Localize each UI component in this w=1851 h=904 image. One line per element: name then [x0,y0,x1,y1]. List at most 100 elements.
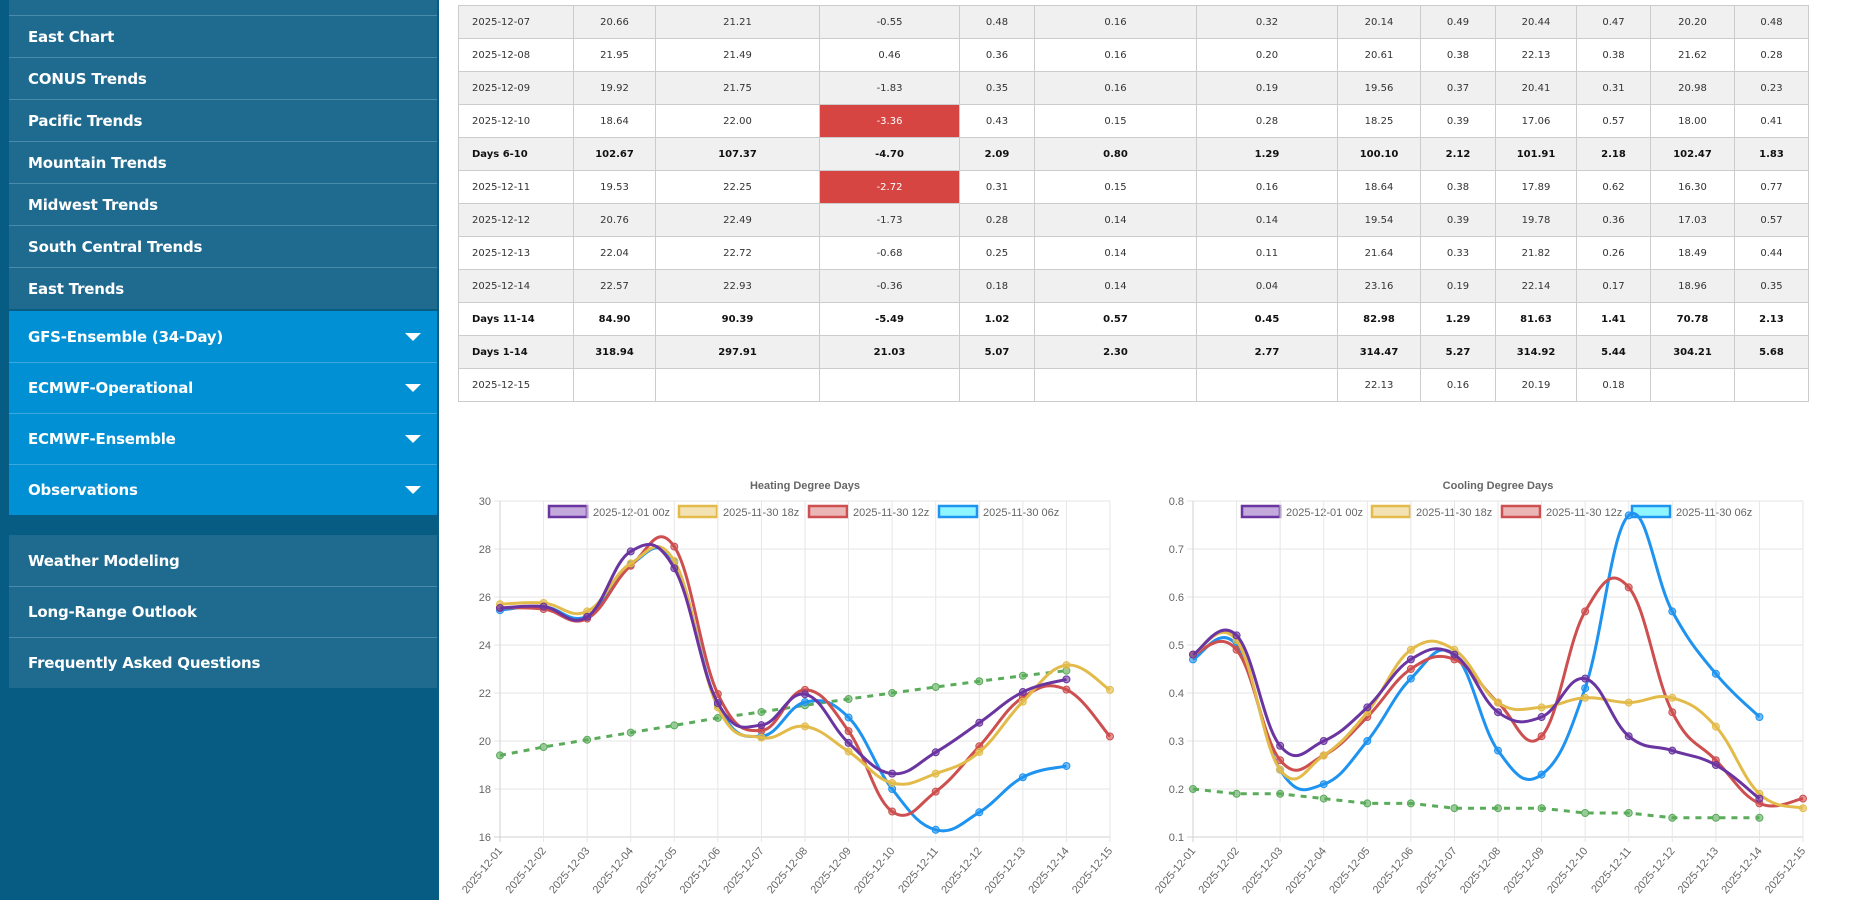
data-point[interactable] [1018,773,1027,782]
sidebar-item-long-range-outlook[interactable]: Long-Range Outlook [9,586,437,637]
data-point[interactable] [1581,674,1590,683]
legend-item[interactable]: 2025-11-30 12z [807,504,929,519]
data-point[interactable] [757,721,766,730]
data-point[interactable] [1276,789,1285,798]
data-point[interactable] [1406,799,1415,808]
sidebar-item-east-chart[interactable]: East Chart [9,15,437,57]
data-point[interactable] [844,695,853,703]
data-point[interactable] [888,769,897,778]
data-point[interactable] [713,713,722,722]
data-point[interactable] [1755,794,1764,803]
sidebar-item-previous[interactable] [9,0,437,15]
dropdown-ecmwf-ensemble[interactable]: ECMWF-Ensemble [9,413,437,464]
data-point[interactable] [1711,722,1720,731]
data-point[interactable] [1018,688,1027,697]
data-point[interactable] [713,699,722,708]
data-point[interactable] [975,808,984,817]
data-point[interactable] [757,733,766,742]
legend-item[interactable]: 2025-11-30 18z [1370,504,1492,519]
data-point[interactable] [1494,804,1502,813]
data-point[interactable] [1668,708,1677,717]
legend-item[interactable]: 2025-11-30 18z [677,504,799,519]
data-point[interactable] [1232,645,1241,654]
dropdown-gfs-ensemble[interactable]: GFS-Ensemble (34-Day) [9,311,437,362]
data-point[interactable] [757,707,766,716]
data-point[interactable] [1494,746,1502,755]
legend-item[interactable]: 2025-12-01 00z [547,504,670,519]
data-point[interactable] [844,713,853,722]
dropdown-observations[interactable]: Observations [9,464,437,515]
data-point[interactable] [1711,761,1720,769]
data-point[interactable] [496,751,504,760]
data-point[interactable] [583,735,592,744]
sidebar-item-south-central-trends[interactable]: South Central Trends [9,225,437,267]
sidebar-item-pacific-trends[interactable]: Pacific Trends [9,99,437,141]
data-point[interactable] [931,748,940,757]
data-point[interactable] [931,825,940,834]
data-point[interactable] [1799,794,1807,803]
data-point[interactable] [1624,809,1633,817]
data-point[interactable] [1363,703,1372,712]
data-point[interactable] [1537,732,1546,741]
data-point[interactable] [1450,804,1459,813]
data-point[interactable] [1624,732,1633,741]
dropdown-ecmwf-operational[interactable]: ECMWF-Operational [9,362,437,413]
data-point[interactable] [1711,669,1720,678]
data-point[interactable] [1018,671,1027,680]
data-point[interactable] [1537,770,1546,779]
data-point[interactable] [1581,809,1590,817]
data-point[interactable] [888,689,897,697]
data-point[interactable] [844,727,853,736]
data-point[interactable] [1581,684,1590,693]
data-point[interactable] [1232,789,1241,798]
data-point[interactable] [496,604,504,613]
data-point[interactable] [1581,693,1590,702]
data-point[interactable] [888,807,897,816]
sidebar-item-conus-trends[interactable]: CONUS Trends [9,57,437,99]
data-point[interactable] [1799,804,1807,813]
data-point[interactable] [975,677,984,686]
data-point[interactable] [844,747,853,756]
data-point[interactable] [539,602,548,611]
data-point[interactable] [1581,607,1590,616]
data-point[interactable] [1494,698,1502,707]
sidebar-item-east-trends[interactable]: East Trends [9,267,437,309]
data-point[interactable] [670,542,679,551]
data-point[interactable] [1189,785,1197,793]
data-point[interactable] [670,721,679,730]
data-point[interactable] [1319,737,1328,745]
data-point[interactable] [1711,813,1720,822]
data-point[interactable] [844,738,853,747]
data-point[interactable] [1406,674,1415,683]
data-point[interactable] [1276,765,1285,774]
data-point[interactable] [1494,708,1502,717]
data-point[interactable] [801,722,809,731]
data-point[interactable] [931,769,940,778]
data-point[interactable] [1450,650,1459,659]
data-point[interactable] [626,547,635,556]
data-point[interactable] [1189,650,1197,659]
data-point[interactable] [1319,794,1328,803]
data-point[interactable] [1276,741,1285,750]
data-point[interactable] [888,779,897,787]
data-point[interactable] [1624,583,1633,592]
data-point[interactable] [670,564,679,573]
data-point[interactable] [1755,713,1764,721]
sidebar-item-midwest-trends[interactable]: Midwest Trends [9,183,437,225]
data-point[interactable] [1319,780,1328,789]
sidebar-item-mountain-trends[interactable]: Mountain Trends [9,141,437,183]
legend-item[interactable]: 2025-11-30 06z [937,504,1059,519]
data-point[interactable] [1668,813,1677,822]
data-point[interactable] [1276,756,1285,765]
sidebar-item-weather-modeling[interactable]: Weather Modeling [9,535,437,586]
data-point[interactable] [626,728,635,737]
data-point[interactable] [1062,761,1071,770]
data-point[interactable] [931,787,940,796]
data-point[interactable] [1018,697,1027,706]
data-point[interactable] [539,743,548,751]
data-point[interactable] [1624,511,1633,520]
data-point[interactable] [1363,799,1372,808]
data-point[interactable] [1406,645,1415,654]
data-point[interactable] [1106,732,1114,741]
data-point[interactable] [1319,751,1328,760]
